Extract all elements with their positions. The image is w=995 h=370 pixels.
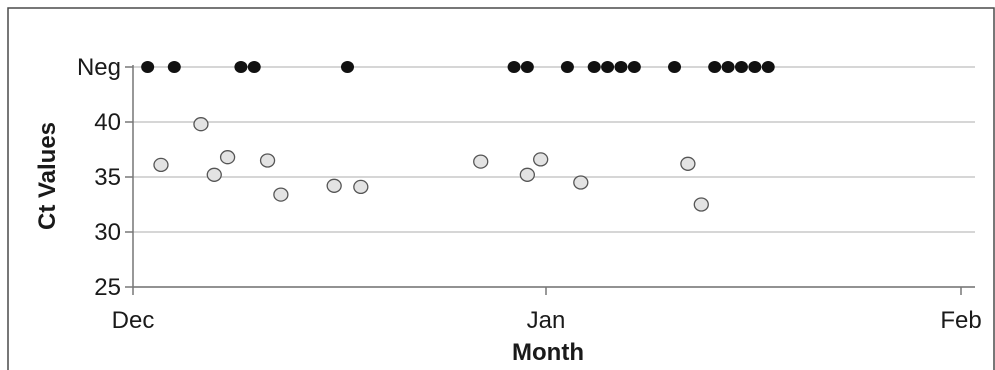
negative-point [507,61,521,73]
y-tick-label: 30 [94,219,121,246]
x-axis-title: Month [512,339,584,366]
negative-point [761,61,775,73]
negative-point [340,61,354,73]
positive-point [680,156,696,171]
negative-point [587,61,601,73]
axes [125,65,975,295]
negative-point [560,61,574,73]
y-axis-title: Ct Values [34,122,61,230]
x-tick-label: Feb [940,307,981,334]
negative-point [614,61,628,73]
y-tick-label: Neg [77,54,121,81]
negative-point [708,61,722,73]
negative-point [734,61,748,73]
negative-point [141,61,155,73]
tick-labels: 25 30 35 40 Neg Dec Jan Feb [77,54,982,334]
positive-point [353,179,369,195]
negative-point [234,61,248,73]
chart-border [7,7,995,370]
negative-point [167,61,181,73]
negative-point [627,61,641,73]
positive-point [573,175,589,190]
positive-point [473,154,489,169]
negative-point [721,61,735,73]
positive-point [519,167,535,182]
data-points [141,61,775,212]
negative-point [668,61,682,73]
positive-point [259,153,276,168]
negative-point [601,61,615,73]
y-tick-label: 40 [94,109,121,136]
positive-point [533,152,549,167]
positive-point [693,197,709,212]
negative-point [748,61,762,73]
negative-point [520,61,534,73]
positive-point [273,187,289,202]
positive-point [153,157,169,173]
positive-point [326,178,342,193]
positive-point [206,167,222,182]
negative-point [247,61,261,73]
positive-point [219,150,236,165]
x-tick-label: Dec [112,307,155,334]
x-tick-label: Jan [527,307,566,334]
y-tick-label: 25 [94,274,121,301]
y-tick-label: 35 [94,164,121,191]
positive-point [193,117,209,132]
